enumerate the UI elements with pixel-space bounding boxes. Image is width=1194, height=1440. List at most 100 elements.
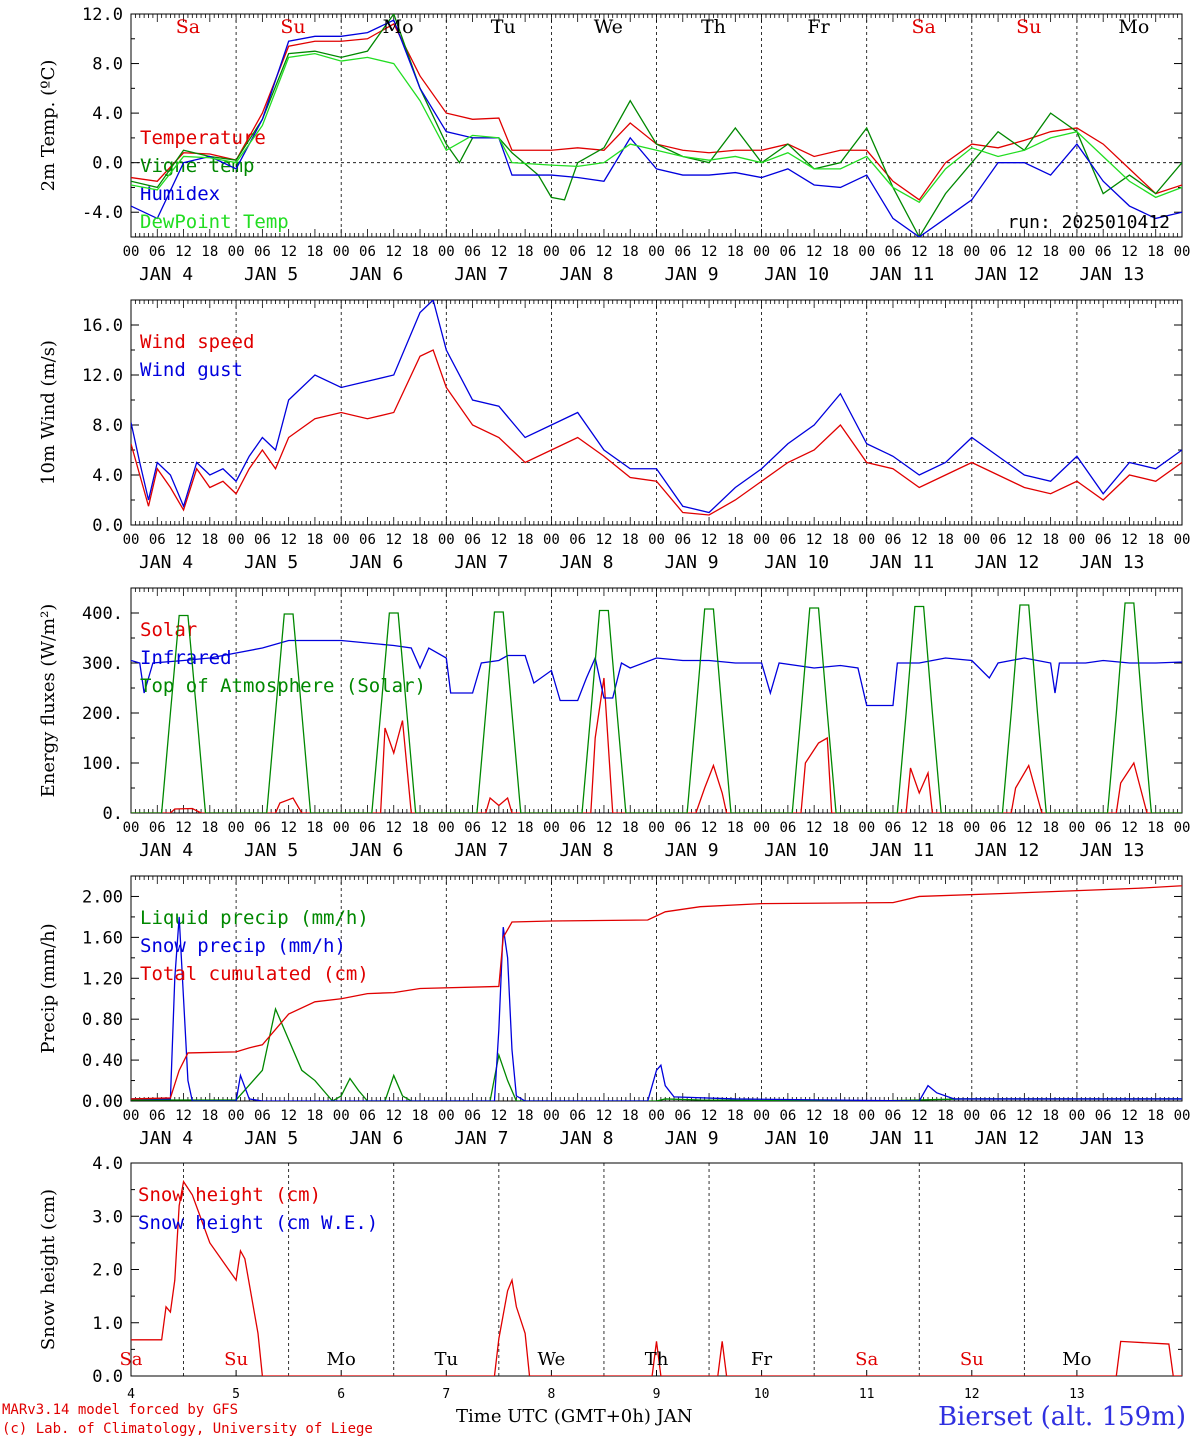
series-line-vigne-temp (131, 14, 1182, 237)
y-tick-label: 1.60 (82, 928, 123, 948)
legend-entry: DewPoint Temp (140, 211, 289, 233)
hour-tick-label: 12 (596, 1108, 613, 1124)
weekday-label: Sa (855, 1349, 878, 1370)
hour-tick-label: 06 (990, 1108, 1007, 1124)
y-tick-label: 0.80 (82, 1010, 123, 1030)
legend-entry: Infrared (140, 647, 232, 669)
date-label: JAN 11 (869, 840, 934, 861)
date-label: JAN 6 (349, 1128, 403, 1149)
y-tick-label: 0.00 (82, 1092, 123, 1112)
hour-tick-label: 00 (228, 244, 245, 260)
weekday-label: Mo (1118, 16, 1149, 38)
day-number-label: 13 (1069, 1387, 1085, 1402)
hour-tick-label: 12 (280, 1108, 297, 1124)
y-axis-label: Energy fluxes (W/m²) (38, 604, 59, 798)
hour-tick-label: 00 (1068, 1108, 1085, 1124)
hour-tick-label: 00 (858, 820, 875, 836)
hour-tick-label: 18 (1147, 1108, 1164, 1124)
hour-tick-label: 18 (306, 1108, 323, 1124)
weekday-label: Su (960, 1349, 984, 1370)
hour-tick-label: 18 (832, 244, 849, 260)
legend-entry: Temperature (140, 127, 266, 149)
hour-tick-label: 12 (175, 532, 192, 548)
legend-entry: Total cumulated (cm) (140, 963, 369, 985)
hour-tick-label: 18 (1042, 820, 1059, 836)
hour-tick-label: 12 (175, 244, 192, 260)
hour-tick-label: 18 (622, 532, 639, 548)
date-label: JAN 9 (664, 552, 718, 573)
hour-tick-label: 06 (990, 532, 1007, 548)
y-tick-label: 12.0 (82, 366, 123, 386)
y-tick-label: 1.0 (92, 1314, 123, 1334)
date-label: JAN 7 (454, 264, 508, 285)
weekday-label: Fr (751, 1349, 772, 1370)
hour-tick-label: 18 (412, 244, 429, 260)
hour-tick-label: 12 (701, 1108, 718, 1124)
weekday-label: We (538, 1349, 566, 1370)
hour-tick-label: 06 (569, 820, 586, 836)
hour-tick-label: 06 (149, 244, 166, 260)
hour-tick-label: 00 (1068, 820, 1085, 836)
series-line-wind-gust (131, 300, 1182, 514)
hour-tick-label: 00 (1068, 244, 1085, 260)
hour-tick-label: 12 (1121, 820, 1138, 836)
weekday-label: Sa (911, 16, 935, 38)
hour-tick-label: 12 (490, 532, 507, 548)
hour-tick-label: 00 (963, 820, 980, 836)
time-ticks (130, 588, 1183, 813)
series-line-total-cumulated-cm- (131, 885, 1182, 1100)
y-tick-label: 8.0 (92, 416, 123, 436)
day-number-label: 10 (754, 1387, 770, 1402)
date-label: JAN 12 (974, 840, 1039, 861)
hour-tick-label: 06 (779, 820, 796, 836)
y-axis-label: Snow height (cm) (38, 1189, 59, 1350)
run-label: run: 2025010412 (1007, 212, 1170, 233)
series-line-dewpoint-temp (131, 52, 1182, 204)
hour-tick-label: 06 (779, 532, 796, 548)
legend-entry: Wind speed (140, 331, 254, 353)
hour-tick-label: 00 (963, 1108, 980, 1124)
hour-tick-label: 06 (359, 532, 376, 548)
hour-tick-label: 06 (569, 1108, 586, 1124)
y-tick-label: 400. (82, 604, 123, 624)
hour-tick-label: 12 (701, 244, 718, 260)
hour-tick-label: 12 (490, 244, 507, 260)
date-label: JAN 8 (559, 264, 613, 285)
hour-tick-label: 18 (832, 820, 849, 836)
hour-tick-label: 18 (727, 1108, 744, 1124)
date-label: JAN 9 (664, 840, 718, 861)
y-tick-label: 16.0 (82, 316, 123, 336)
hour-tick-label: 12 (175, 820, 192, 836)
hour-tick-label: 18 (201, 244, 218, 260)
day-number-label: 9 (653, 1387, 661, 1402)
hour-tick-label: 00 (333, 1108, 350, 1124)
hour-tick-label: 00 (648, 532, 665, 548)
date-label: JAN 12 (974, 552, 1039, 573)
y-tick-label: 4.0 (92, 1154, 123, 1174)
hour-tick-label: 12 (1121, 244, 1138, 260)
hour-tick-label: 00 (1174, 244, 1191, 260)
hour-tick-label: 18 (517, 244, 534, 260)
y-tick-label: 1.20 (82, 969, 123, 989)
weekday-label: We (594, 16, 623, 38)
date-label: JAN 12 (974, 264, 1039, 285)
hour-tick-label: 18 (622, 820, 639, 836)
panel-frame (130, 299, 1183, 526)
weekday-label: Su (280, 16, 305, 38)
y-tick-label: 0.0 (92, 516, 123, 536)
hour-tick-label: 12 (596, 244, 613, 260)
hour-tick-label: 06 (990, 244, 1007, 260)
hour-tick-label: 18 (306, 532, 323, 548)
hour-tick-label: 18 (937, 820, 954, 836)
y-tick-label: 0.0 (92, 154, 123, 174)
day-number-label: 4 (127, 1387, 135, 1402)
date-label: JAN 8 (559, 552, 613, 573)
hour-tick-label: 06 (885, 244, 902, 260)
y-tick-label: 300. (82, 654, 123, 674)
hour-tick-label: 18 (832, 1108, 849, 1124)
hour-tick-label: 18 (517, 1108, 534, 1124)
legend-entry: Snow height (cm W.E.) (138, 1212, 378, 1234)
hour-tick-label: 00 (543, 820, 560, 836)
hour-tick-label: 18 (727, 532, 744, 548)
series-line-temperature (131, 23, 1182, 201)
